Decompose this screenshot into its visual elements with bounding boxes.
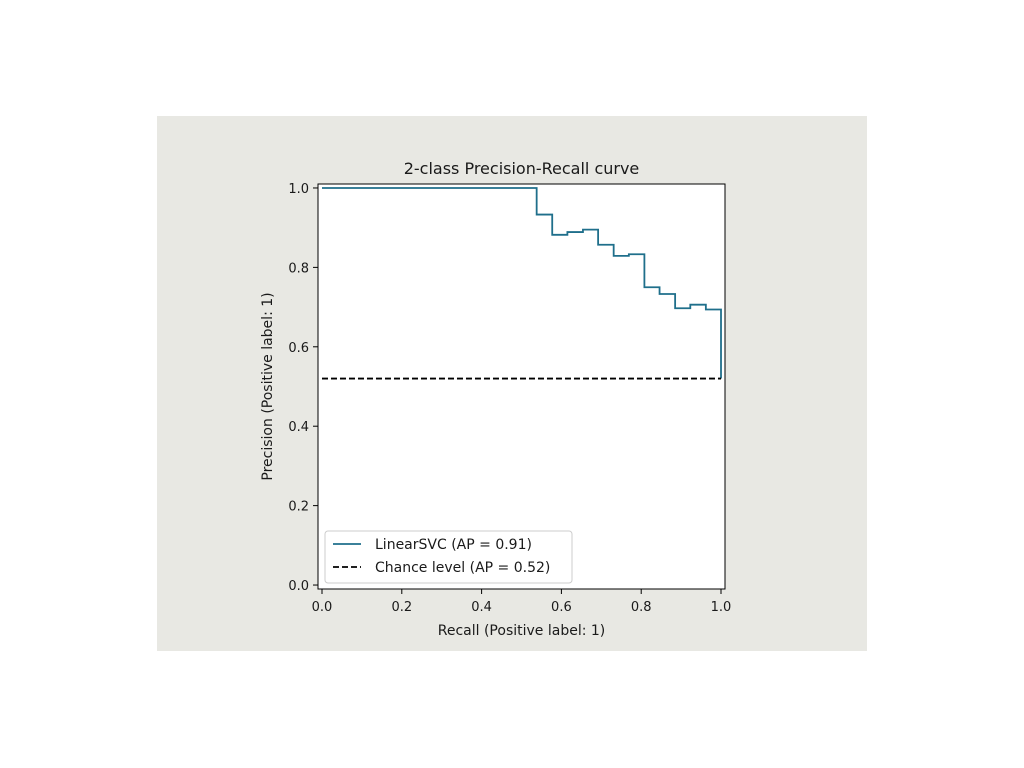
chart-title: 2-class Precision-Recall curve xyxy=(404,159,640,178)
linearsvc-pr-curve xyxy=(321,187,722,379)
x-axis-ticks: 0.0 0.2 0.4 0.6 0.8 1.0 xyxy=(312,589,732,615)
x-axis-label: Recall (Positive label: 1) xyxy=(438,623,606,639)
y-axis-ticks: 0.0 0.2 0.4 0.6 0.8 1.0 xyxy=(288,182,318,594)
y-tick-label: 0.6 xyxy=(288,341,309,356)
x-tick-label: 0.2 xyxy=(391,600,412,615)
x-tick-label: 0.8 xyxy=(631,600,652,615)
y-tick-label: 0.4 xyxy=(288,420,309,435)
legend-box xyxy=(324,530,573,584)
y-tick-label: 1.0 xyxy=(288,182,309,197)
x-tick-label: 0.6 xyxy=(551,600,572,615)
y-axis-label: Precision (Positive label: 1) xyxy=(260,292,276,480)
y-tick-label: 0.8 xyxy=(288,261,309,276)
axes-background xyxy=(318,184,725,589)
y-tick-label: 0.0 xyxy=(288,579,309,594)
legend: LinearSVC (AP = 0.91) Chance level (AP =… xyxy=(324,530,573,584)
axes-frame xyxy=(317,183,726,590)
legend-label-linearsvc: LinearSVC (AP = 0.91) xyxy=(375,537,532,553)
x-tick-label: 1.0 xyxy=(711,600,732,615)
pr-curve-chart: 2-class Precision-Recall curve 0.0 0.2 0.4… xyxy=(157,116,867,651)
y-tick-label: 0.2 xyxy=(288,500,309,515)
figure: 2-class Precision-Recall curve 0.0 0.2 0.4… xyxy=(157,116,867,651)
x-tick-label: 0.4 xyxy=(471,600,492,615)
x-tick-label: 0.0 xyxy=(312,600,333,615)
legend-label-chance-level: Chance level (AP = 0.52) xyxy=(375,560,550,576)
series-layer xyxy=(321,187,722,380)
